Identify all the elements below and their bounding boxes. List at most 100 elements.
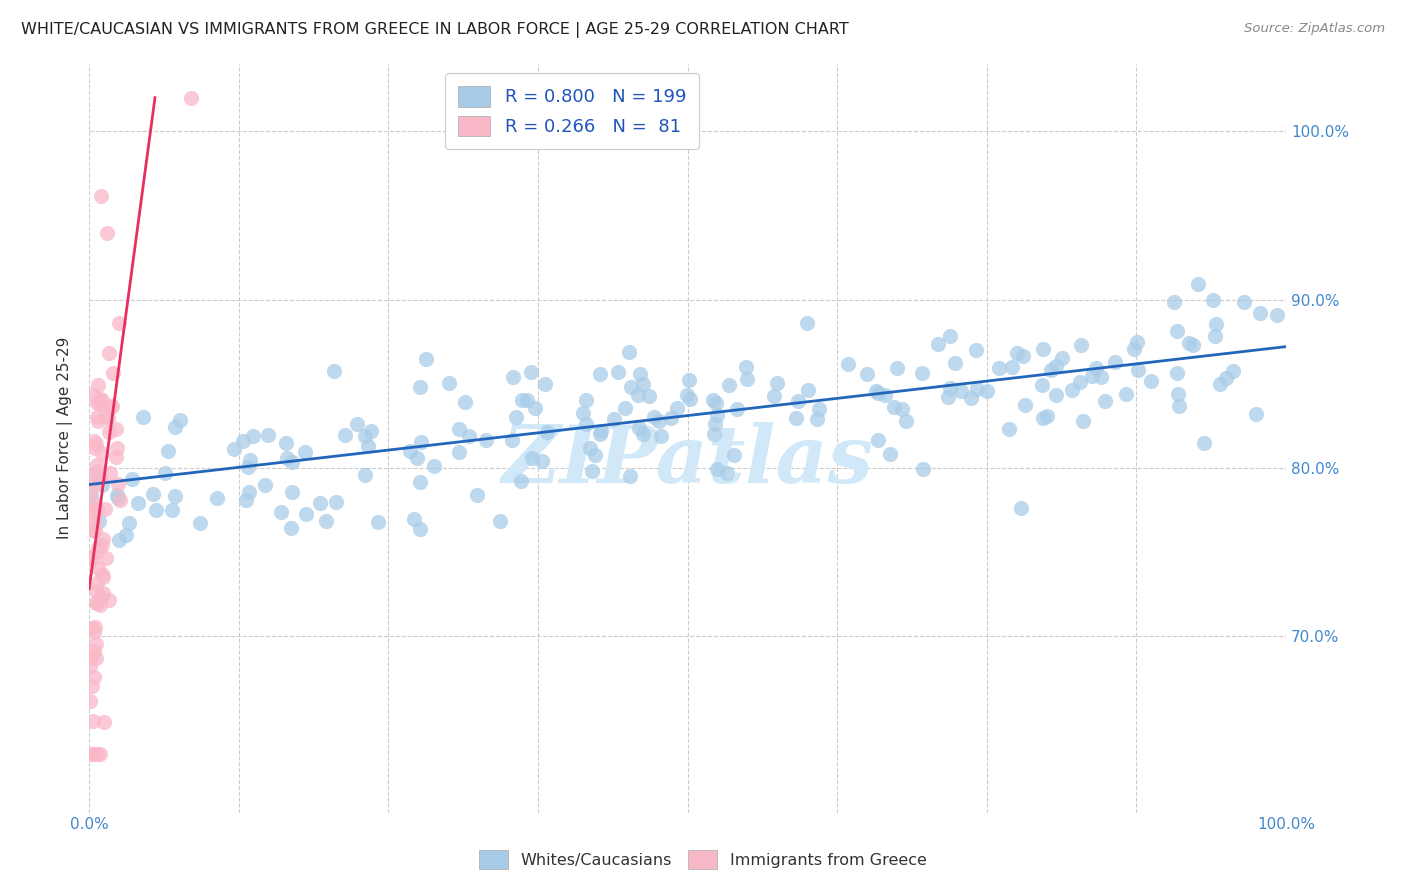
Point bbox=[82, 714, 104, 728]
Point bbox=[84, 437, 107, 451]
Point bbox=[1187, 277, 1209, 291]
Point bbox=[87, 514, 110, 528]
Point bbox=[84, 441, 107, 455]
Point bbox=[447, 422, 470, 436]
Point bbox=[575, 393, 598, 408]
Point bbox=[1005, 346, 1028, 360]
Point bbox=[239, 453, 262, 467]
Point bbox=[222, 442, 245, 457]
Point bbox=[1126, 334, 1149, 349]
Point bbox=[966, 383, 988, 397]
Point bbox=[437, 376, 460, 391]
Point bbox=[367, 515, 389, 529]
Point bbox=[360, 425, 382, 439]
Point bbox=[165, 420, 187, 434]
Point bbox=[97, 346, 120, 360]
Point bbox=[89, 747, 111, 761]
Point bbox=[353, 428, 375, 442]
Point bbox=[1071, 415, 1094, 429]
Point bbox=[89, 539, 111, 553]
Point bbox=[797, 383, 820, 397]
Point bbox=[205, 491, 228, 505]
Point bbox=[886, 360, 908, 375]
Point bbox=[399, 444, 422, 458]
Point bbox=[865, 384, 887, 398]
Point bbox=[84, 476, 107, 491]
Point bbox=[572, 407, 595, 421]
Point bbox=[97, 593, 120, 607]
Point bbox=[1265, 308, 1288, 322]
Point bbox=[86, 502, 108, 516]
Legend: R = 0.800   N = 199, R = 0.266   N =  81: R = 0.800 N = 199, R = 0.266 N = 81 bbox=[446, 73, 699, 149]
Point bbox=[536, 425, 558, 439]
Point bbox=[702, 393, 724, 408]
Point bbox=[806, 411, 828, 425]
Point bbox=[93, 715, 115, 730]
Point bbox=[83, 502, 105, 516]
Point bbox=[949, 384, 972, 398]
Text: WHITE/CAUCASIAN VS IMMIGRANTS FROM GREECE IN LABOR FORCE | AGE 25-29 CORRELATION: WHITE/CAUCASIAN VS IMMIGRANTS FROM GREEC… bbox=[21, 22, 849, 38]
Point bbox=[82, 388, 104, 402]
Point bbox=[91, 586, 114, 600]
Point bbox=[180, 91, 202, 105]
Point bbox=[976, 384, 998, 399]
Point bbox=[94, 409, 117, 424]
Point bbox=[588, 368, 610, 382]
Point bbox=[80, 650, 103, 665]
Point bbox=[447, 444, 470, 458]
Point bbox=[1204, 329, 1226, 343]
Point bbox=[505, 410, 527, 425]
Point bbox=[294, 444, 316, 458]
Point bbox=[89, 470, 111, 484]
Point bbox=[79, 553, 101, 567]
Point bbox=[1168, 399, 1191, 413]
Point bbox=[1081, 368, 1104, 383]
Point bbox=[409, 523, 432, 537]
Point bbox=[763, 389, 786, 403]
Point bbox=[583, 448, 606, 462]
Point bbox=[1182, 337, 1205, 351]
Point bbox=[1104, 354, 1126, 368]
Point bbox=[100, 466, 122, 480]
Point bbox=[108, 492, 131, 507]
Point bbox=[86, 409, 108, 424]
Point bbox=[603, 412, 626, 426]
Point bbox=[96, 551, 118, 566]
Point bbox=[1115, 387, 1137, 401]
Point bbox=[1167, 387, 1189, 401]
Point bbox=[84, 596, 107, 610]
Point bbox=[105, 488, 128, 502]
Point bbox=[457, 429, 479, 443]
Point bbox=[1032, 411, 1054, 425]
Point bbox=[943, 356, 966, 370]
Point bbox=[866, 385, 889, 400]
Point bbox=[404, 512, 426, 526]
Point bbox=[79, 659, 101, 673]
Point bbox=[77, 469, 100, 483]
Point bbox=[1090, 369, 1112, 384]
Point bbox=[734, 359, 756, 374]
Point bbox=[83, 497, 105, 511]
Point bbox=[1014, 399, 1036, 413]
Point bbox=[325, 495, 347, 509]
Point bbox=[1249, 306, 1271, 320]
Point bbox=[79, 694, 101, 708]
Point bbox=[1050, 351, 1073, 365]
Point bbox=[82, 679, 104, 693]
Point bbox=[155, 466, 177, 480]
Point bbox=[108, 533, 131, 548]
Point bbox=[678, 373, 700, 387]
Point bbox=[998, 422, 1021, 436]
Point bbox=[704, 417, 727, 432]
Point bbox=[82, 747, 104, 761]
Point bbox=[83, 644, 105, 658]
Point bbox=[614, 401, 637, 416]
Point bbox=[84, 620, 107, 634]
Point bbox=[960, 391, 983, 405]
Point bbox=[891, 401, 914, 416]
Point bbox=[581, 464, 603, 478]
Point bbox=[90, 189, 112, 203]
Point bbox=[107, 317, 129, 331]
Point bbox=[87, 560, 110, 574]
Point bbox=[1202, 293, 1225, 307]
